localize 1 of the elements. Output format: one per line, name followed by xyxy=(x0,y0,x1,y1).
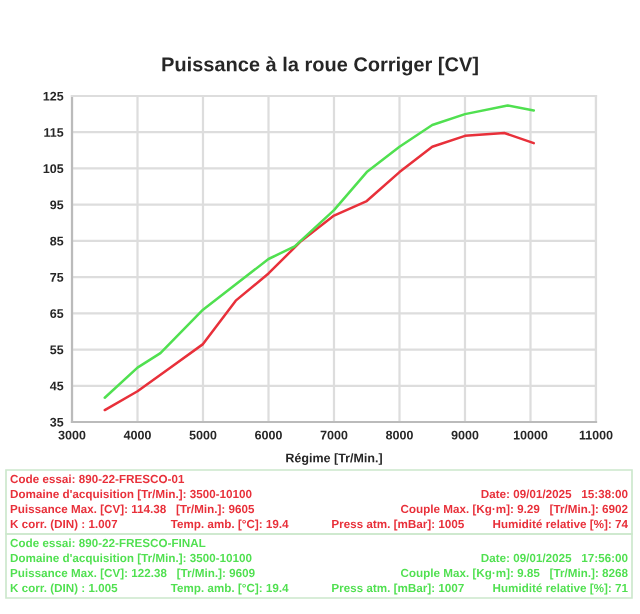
chart-title: Puissance à la roue Corriger [CV] xyxy=(162,56,478,76)
